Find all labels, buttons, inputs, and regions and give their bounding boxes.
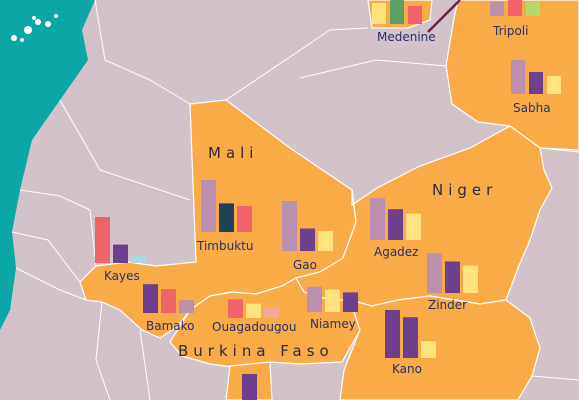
island-1 bbox=[24, 26, 32, 34]
border-line-0 bbox=[94, 0, 191, 105]
bar-niamey-3 bbox=[343, 292, 358, 312]
bar-bamako-2 bbox=[161, 289, 176, 313]
bar-ouagadougou-2 bbox=[246, 303, 261, 318]
bar-sabha-2 bbox=[529, 72, 543, 94]
bar-kayes-1 bbox=[95, 217, 110, 263]
city-label-gao: Gao bbox=[293, 258, 317, 272]
city-label-kayes: Kayes bbox=[104, 269, 140, 283]
border-line-3 bbox=[225, 27, 369, 101]
city-label-tripoli: Tripoli bbox=[493, 24, 529, 38]
bar-tripoli-3 bbox=[526, 1, 540, 17]
bar-tripoli-2 bbox=[508, 0, 522, 16]
city-label-sabha: Sabha bbox=[513, 101, 551, 115]
bar-medenine-2 bbox=[390, 0, 404, 24]
bar-kano-2 bbox=[403, 317, 418, 358]
bar-agadez-1 bbox=[370, 198, 385, 240]
bar-ouagadougou-3 bbox=[264, 307, 279, 318]
city-label-timbuktu: Timbuktu bbox=[197, 239, 254, 253]
bar-agadez-2 bbox=[388, 209, 403, 240]
island-2 bbox=[35, 19, 41, 25]
bar-gao-3 bbox=[318, 231, 333, 251]
bar-ouagadougou-1 bbox=[228, 299, 243, 318]
bar-medenine-1 bbox=[372, 3, 386, 24]
bar-zinder-2 bbox=[445, 261, 460, 293]
border-line-4 bbox=[299, 59, 447, 79]
city-label-bamako: Bamako bbox=[146, 319, 195, 333]
border-line-8 bbox=[139, 329, 151, 400]
bar-bottom-1 bbox=[242, 374, 257, 400]
border-line-9 bbox=[539, 147, 579, 153]
bar-timbuktu-2 bbox=[219, 203, 234, 232]
canary-islands bbox=[11, 14, 58, 42]
border-line-10 bbox=[531, 375, 579, 381]
bar-kayes-3 bbox=[131, 256, 146, 263]
border-line-2 bbox=[19, 189, 97, 267]
city-bar-charts bbox=[95, 0, 561, 400]
bar-sabha-1 bbox=[511, 60, 525, 94]
bar-gao-2 bbox=[300, 228, 315, 251]
island-5 bbox=[54, 14, 58, 18]
bar-zinder-3 bbox=[463, 265, 478, 293]
bar-niamey-1 bbox=[307, 286, 322, 312]
route-line bbox=[427, 0, 461, 33]
bar-timbuktu-1 bbox=[201, 180, 216, 232]
bar-timbuktu-3 bbox=[237, 206, 252, 232]
bar-gao-1 bbox=[282, 201, 297, 251]
bar-medenine-3 bbox=[408, 6, 422, 24]
bar-zinder-1 bbox=[427, 253, 442, 293]
country-label-niger: Niger bbox=[432, 181, 498, 199]
bar-agadez-3 bbox=[406, 213, 421, 240]
city-label-agadez: Agadez bbox=[374, 245, 419, 259]
atlantic-ocean bbox=[0, 0, 95, 330]
country-label-mali: Mali bbox=[208, 144, 259, 162]
border-line-7 bbox=[95, 301, 111, 400]
country-borders bbox=[11, 0, 579, 400]
city-label-ouagadougou: Ouagadougou bbox=[212, 320, 297, 334]
country-label-burkina-faso: Burkina Faso bbox=[178, 342, 334, 360]
bar-sabha-3 bbox=[547, 76, 561, 94]
border-line-1 bbox=[59, 99, 191, 201]
bar-kano-3 bbox=[421, 341, 436, 358]
bar-niamey-2 bbox=[325, 289, 340, 312]
bar-tripoli-1 bbox=[490, 1, 504, 17]
city-label-kano: Kano bbox=[392, 362, 422, 376]
bar-bamako-3 bbox=[179, 300, 194, 313]
city-label-zinder: Zinder bbox=[428, 298, 468, 312]
island-4 bbox=[32, 16, 36, 20]
border-line-5 bbox=[11, 231, 81, 283]
bar-bamako-1 bbox=[143, 284, 158, 313]
city-label-medenine: Medenine bbox=[377, 30, 436, 44]
island-3 bbox=[45, 21, 51, 27]
bar-kayes-2 bbox=[113, 244, 128, 263]
island-0 bbox=[11, 35, 17, 41]
city-label-niamey: Niamey bbox=[310, 317, 356, 331]
bar-kano-1 bbox=[385, 310, 400, 358]
island-6 bbox=[20, 38, 24, 42]
border-line-6 bbox=[15, 267, 87, 301]
